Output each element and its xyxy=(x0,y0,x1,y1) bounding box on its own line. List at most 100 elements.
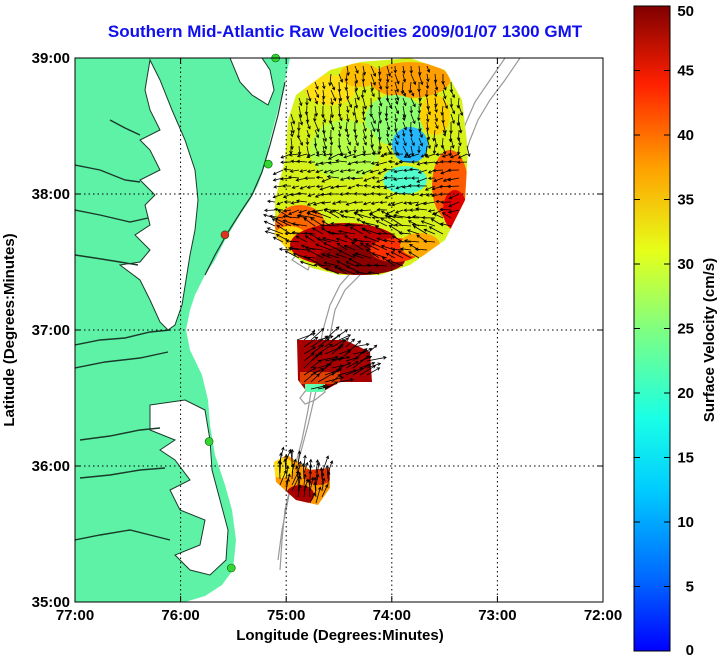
velocity-arrow xyxy=(303,352,315,362)
velocity-arrow xyxy=(417,65,422,76)
velocity-arrow xyxy=(422,201,436,206)
velocity-arrow xyxy=(338,152,348,157)
velocity-arrow xyxy=(306,185,316,189)
velocity-arrow xyxy=(410,137,415,147)
velocity-arrow xyxy=(310,335,329,348)
velocity-arrow xyxy=(299,260,316,267)
velocity-arrow xyxy=(394,145,399,156)
velocity-arrow xyxy=(404,239,420,243)
velocity-arrow xyxy=(441,153,452,158)
velocity-arrow xyxy=(321,220,332,227)
velocity-arrow xyxy=(371,242,388,251)
velocity-arrow xyxy=(449,153,460,159)
velocity-arrow xyxy=(313,113,317,123)
velocity-arrow xyxy=(393,177,404,181)
velocity-arrow xyxy=(383,238,396,243)
y-tick-label: 36:00 xyxy=(32,458,70,475)
velocity-arrow xyxy=(352,105,356,117)
velocity-arrow xyxy=(330,222,348,227)
velocity-arrow xyxy=(327,153,340,160)
velocity-arrow xyxy=(354,137,359,147)
velocity-arrow xyxy=(295,235,308,243)
velocity-arrow xyxy=(351,241,364,251)
velocity-arrow xyxy=(354,65,359,74)
velocity-arrow xyxy=(346,168,356,172)
velocity-arrow xyxy=(394,113,398,123)
velocity-arrow xyxy=(327,460,334,474)
velocity-arrow xyxy=(417,105,422,115)
velocity-arrow xyxy=(430,218,444,227)
velocity-arrow xyxy=(309,492,316,504)
velocity-arrow xyxy=(314,243,332,251)
velocity-arrow xyxy=(378,73,382,83)
velocity-arrow xyxy=(456,160,468,165)
velocity-arrow xyxy=(370,113,376,125)
velocity-arrow xyxy=(362,129,367,140)
velocity-arrow xyxy=(448,201,460,208)
velocity-arrow xyxy=(328,113,333,125)
velocity-arrow xyxy=(383,185,396,190)
velocity-arrow xyxy=(386,137,391,147)
velocity-arrow xyxy=(434,113,438,123)
velocity-arrow xyxy=(314,89,320,99)
velocity-arrow xyxy=(320,223,340,228)
velocity-arrow xyxy=(314,97,318,105)
velocity-arrow xyxy=(291,185,300,189)
velocity-arrow xyxy=(290,192,300,197)
velocity-arrow xyxy=(408,201,420,206)
velocity-arrow xyxy=(296,129,301,139)
velocity-arrow xyxy=(299,169,308,173)
velocity-arrow xyxy=(387,201,396,206)
velocity-arrow xyxy=(322,81,326,90)
velocity-arrow xyxy=(315,169,324,174)
velocity-arrow xyxy=(420,153,428,158)
velocity-arrow xyxy=(299,185,308,190)
velocity-arrow xyxy=(310,373,320,383)
velocity-arrow xyxy=(418,121,422,132)
velocity-arrow xyxy=(384,105,389,118)
velocity-arrow xyxy=(310,359,322,369)
velocity-arrow xyxy=(403,168,412,173)
velocity-arrow xyxy=(447,159,460,164)
velocity-arrow xyxy=(322,152,332,157)
velocity-arrow xyxy=(338,349,352,362)
colorbar-tick-label: 20 xyxy=(677,385,694,402)
colorbar-tick-label: 35 xyxy=(677,192,694,209)
velocity-arrow xyxy=(304,105,309,116)
velocity-arrow xyxy=(306,169,316,173)
velocity-arrow xyxy=(303,371,317,383)
velocity-arrow xyxy=(324,334,341,348)
velocity-arrow xyxy=(423,239,436,244)
velocity-arrow xyxy=(371,152,380,156)
colorbar-tick-label: 45 xyxy=(677,63,694,80)
velocity-arrow xyxy=(263,213,276,219)
velocity-arrow xyxy=(343,153,356,159)
velocity-arrow xyxy=(355,270,372,275)
velocity-arrow xyxy=(295,199,308,203)
velocity-arrow xyxy=(410,73,417,86)
velocity-arrow xyxy=(434,97,438,108)
x-tick-label: 77:00 xyxy=(56,607,94,624)
velocity-arrow xyxy=(313,481,317,498)
velocity-arrow xyxy=(276,224,292,235)
velocity-arrow xyxy=(331,344,344,355)
velocity-arrow xyxy=(264,230,276,235)
velocity-arrow xyxy=(426,129,431,141)
velocity-arrow xyxy=(346,97,353,109)
velocity-arrow xyxy=(278,247,292,252)
velocity-arrow xyxy=(402,113,406,122)
velocity-arrow xyxy=(277,460,282,480)
velocity-arrow xyxy=(346,113,350,123)
velocity-arrow xyxy=(329,169,340,174)
velocity-arrow xyxy=(418,73,424,86)
velocity-arrow xyxy=(353,238,372,243)
velocity-arrow xyxy=(370,73,376,86)
velocity-arrow xyxy=(268,214,284,219)
velocity-arrow xyxy=(435,152,444,157)
velocity-arrow xyxy=(321,477,326,492)
velocity-arrow xyxy=(297,213,316,219)
velocity-arrow xyxy=(306,257,324,267)
velocity-arrow xyxy=(414,247,428,252)
velocity-arrow xyxy=(355,169,364,174)
velocity-arrow xyxy=(425,121,430,132)
